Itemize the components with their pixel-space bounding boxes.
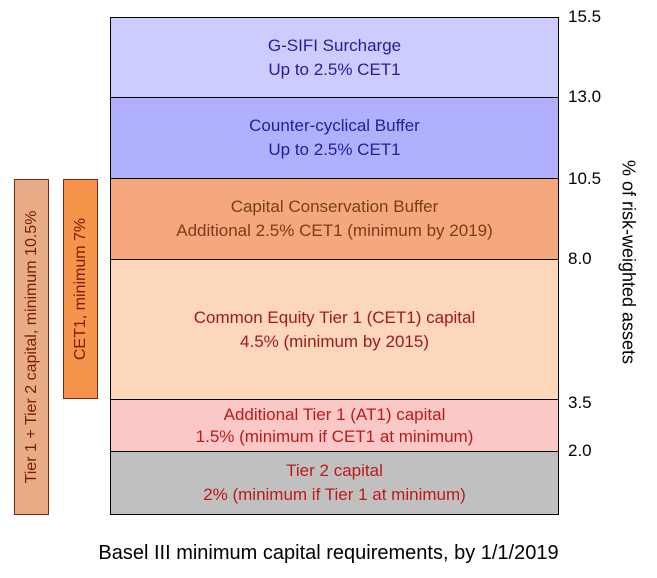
layer-capital-conservation-buffer: Capital Conservation Buffer Additional 2… bbox=[110, 178, 559, 260]
layer-detail: Up to 2.5% CET1 bbox=[268, 140, 401, 159]
layer-at1-capital: Additional Tier 1 (AT1) capital 1.5% (mi… bbox=[110, 399, 559, 452]
tick-label: 8.0 bbox=[568, 249, 592, 268]
layer-title: G-SIFI Surcharge bbox=[267, 35, 402, 55]
layer-detail: 1.5% (minimum if CET1 at minimum) bbox=[195, 426, 474, 446]
layer-title: Counter-cyclical Buffer bbox=[249, 116, 420, 135]
layer-title: Tier 2 capital bbox=[286, 461, 383, 480]
layer-detail: Up to 2.5% CET1 bbox=[268, 59, 401, 79]
tick-label: 13.0 bbox=[568, 87, 602, 106]
layer-cet1-capital: Common Equity Tier 1 (CET1) capital 4.5%… bbox=[110, 259, 559, 400]
layer-title: Additional Tier 1 (AT1) capital bbox=[223, 404, 446, 424]
tick-label: 10.5 bbox=[568, 169, 602, 188]
layer-title: Capital Conservation Buffer bbox=[230, 197, 439, 216]
tick-label: 2.0 bbox=[568, 441, 592, 460]
axis-label: % of risk-weighted assets bbox=[618, 159, 639, 365]
bracket-tier1-tier2: Tier 1 + Tier 2 capital, minimum 10.5% bbox=[14, 179, 49, 515]
tick-label: 3.5 bbox=[568, 393, 592, 412]
bracket-label: Tier 1 + Tier 2 capital, minimum 10.5% bbox=[22, 210, 40, 484]
layer-title: Common Equity Tier 1 (CET1) capital bbox=[193, 307, 476, 327]
layer-tier2-capital: Tier 2 capital 2% (minimum if Tier 1 at … bbox=[110, 451, 559, 515]
layer-gsifi-surcharge: G-SIFI Surcharge Up to 2.5% CET1 bbox=[110, 17, 559, 98]
bracket-label: CET1, minimum 7% bbox=[71, 217, 89, 361]
layer-detail: Additional 2.5% CET1 (minimum by 2019) bbox=[176, 221, 493, 240]
layer-detail: 2% (minimum if Tier 1 at minimum) bbox=[203, 485, 466, 504]
layer-countercyclical-buffer: Counter-cyclical Buffer Up to 2.5% CET1 bbox=[110, 97, 559, 179]
bracket-cet1: CET1, minimum 7% bbox=[63, 179, 98, 399]
tick-label: 15.5 bbox=[568, 7, 602, 26]
layer-detail: 4.5% (minimum by 2015) bbox=[240, 331, 429, 351]
diagram-caption: Basel III minimum capital requirements, … bbox=[98, 542, 559, 564]
